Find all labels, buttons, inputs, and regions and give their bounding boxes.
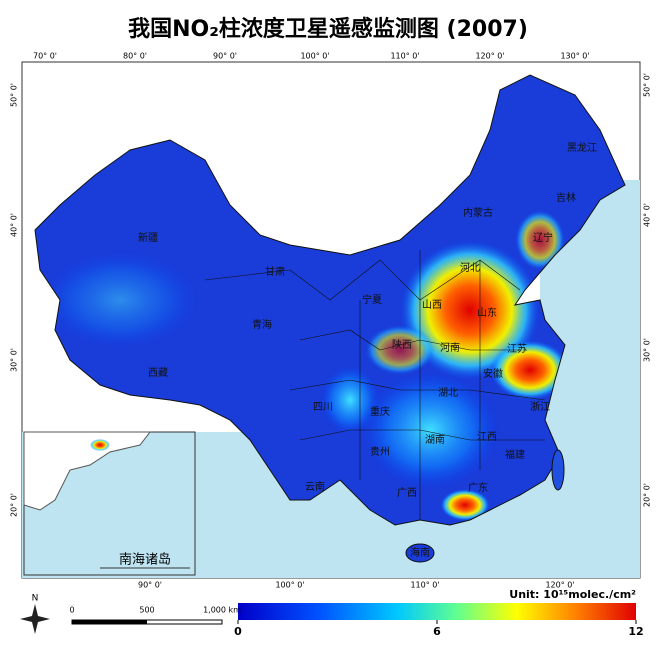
province-label: 湖北 (438, 387, 458, 399)
lon-label: 90° 0' (213, 52, 237, 61)
province-label: 福建 (505, 448, 525, 461)
scale-label: 500 (139, 606, 154, 615)
inset-label: 南海诸岛 (119, 552, 171, 568)
colorbar-unit: Unit: 10¹⁵molec./cm² (509, 588, 636, 601)
scale-label: 1,000 km (203, 606, 241, 615)
lon-label: 70° 0' (33, 52, 57, 61)
province-label: 陕西 (392, 338, 412, 351)
province-label: 新疆 (138, 231, 158, 244)
lon-label: 130° 0' (560, 52, 589, 61)
province-label: 山西 (422, 299, 442, 311)
scale-bar-fill (72, 620, 147, 624)
province-label: 江苏 (507, 342, 527, 355)
lon-label: 120° 0' (545, 581, 574, 590)
north-label: N (32, 594, 39, 604)
lon-label: 110° 0' (410, 581, 439, 590)
province-label: 甘肃 (265, 265, 285, 278)
colorbar-tick-label: 12 (628, 625, 643, 638)
lat-label: 50° 0' (643, 73, 652, 97)
colorbar (238, 603, 636, 620)
province-label: 贵州 (370, 445, 390, 458)
lat-label: 30° 0' (10, 348, 19, 372)
compass (20, 604, 50, 634)
lon-label: 100° 0' (275, 581, 304, 590)
scale-label: 0 (69, 606, 74, 615)
inset-land (23, 431, 152, 511)
province-label: 江西 (477, 431, 497, 443)
lon-label: 90° 0' (138, 581, 162, 590)
province-label: 西藏 (148, 367, 168, 379)
province-label: 青海 (252, 318, 272, 331)
province-label: 广西 (397, 487, 417, 499)
lat-label: 40° 0' (10, 213, 19, 237)
lat-label: 20° 0' (10, 493, 19, 517)
lon-label: 80° 0' (123, 52, 147, 61)
province-label: 山东 (477, 306, 497, 319)
province-label: 河南 (440, 341, 460, 354)
colorbar-tick-label: 6 (433, 625, 441, 638)
province-label: 浙江 (530, 401, 550, 413)
lat-label: 20° 0' (643, 483, 652, 507)
province-label: 河北 (460, 262, 480, 274)
lon-label: 120° 0' (475, 52, 504, 61)
colorbar-tick-label: 0 (234, 625, 242, 638)
lon-label: 100° 0' (300, 52, 329, 61)
province-label: 内蒙古 (463, 206, 493, 219)
hainan (405, 543, 435, 563)
province-label: 湖南 (425, 433, 445, 446)
province-label: 黑龙江 (567, 141, 597, 154)
lon-label: 110° 0' (390, 52, 419, 61)
province-label: 吉林 (556, 191, 576, 204)
inset-hotspot (90, 439, 110, 451)
province-label: 广东 (468, 481, 488, 494)
lat-label: 40° 0' (643, 203, 652, 227)
province-borders (204, 250, 546, 520)
province-label: 四川 (313, 402, 333, 413)
province-label: 宁夏 (362, 293, 382, 306)
lat-label: 50° 0' (10, 83, 19, 107)
province-label: 云南 (305, 480, 325, 493)
province-label: 辽宁 (533, 231, 553, 244)
taiwan (551, 449, 565, 491)
province-label: 重庆 (370, 405, 390, 418)
province-label: 海南 (410, 546, 430, 559)
lat-label: 30° 0' (643, 338, 652, 362)
title: 我国NO₂柱浓度卫星遥感监测图 (2007) (128, 16, 528, 42)
province-label: 安徽 (483, 367, 503, 380)
